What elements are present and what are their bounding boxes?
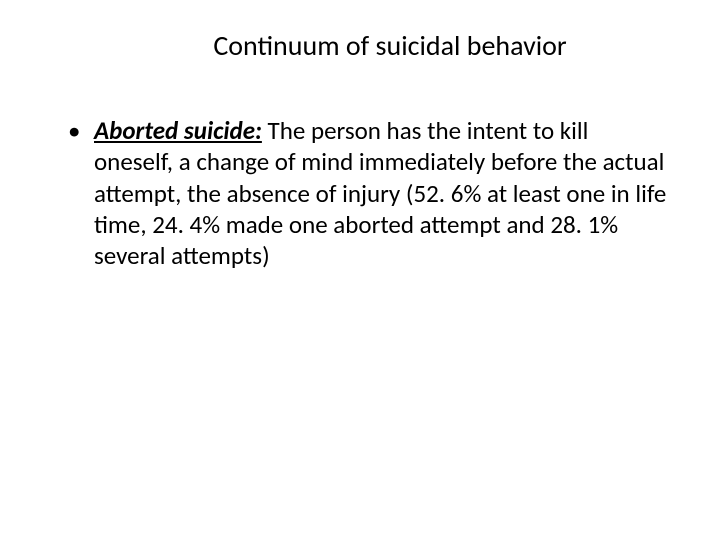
bullet-list: Aborted suicide: The person has the inte… xyxy=(50,115,670,271)
bullet-term: Aborted suicide: xyxy=(94,115,262,146)
slide-title: Continuum of suicidal behavior xyxy=(50,28,670,63)
slide-container: Continuum of suicidal behavior Aborted s… xyxy=(0,0,720,540)
list-item: Aborted suicide: The person has the inte… xyxy=(68,115,670,271)
